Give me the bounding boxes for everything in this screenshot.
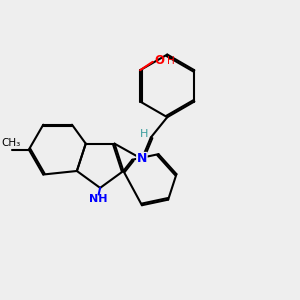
Text: H: H [167, 56, 175, 66]
Text: N: N [137, 152, 147, 165]
Text: CH₃: CH₃ [1, 138, 21, 148]
Text: NH: NH [89, 194, 108, 204]
Text: O: O [154, 54, 164, 67]
Text: H: H [140, 129, 148, 139]
